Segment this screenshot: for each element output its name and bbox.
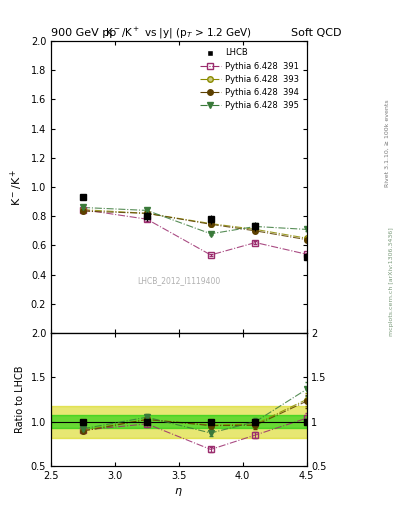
Y-axis label: Ratio to LHCB: Ratio to LHCB xyxy=(15,366,25,433)
Title: K$^-$/K$^+$ vs |y| (p$_T$ > 1.2 GeV): K$^-$/K$^+$ vs |y| (p$_T$ > 1.2 GeV) xyxy=(105,26,252,41)
Legend: LHCB, Pythia 6.428  391, Pythia 6.428  393, Pythia 6.428  394, Pythia 6.428  395: LHCB, Pythia 6.428 391, Pythia 6.428 393… xyxy=(197,45,302,114)
Y-axis label: K$^-$/K$^+$: K$^-$/K$^+$ xyxy=(9,168,25,206)
Text: Soft QCD: Soft QCD xyxy=(292,28,342,38)
Text: Rivet 3.1.10, ≥ 100k events: Rivet 3.1.10, ≥ 100k events xyxy=(385,99,389,187)
X-axis label: $\eta$: $\eta$ xyxy=(174,486,183,498)
Bar xyxy=(51,406,307,438)
Text: 900 GeV pp: 900 GeV pp xyxy=(51,28,116,38)
Bar xyxy=(51,415,307,429)
Text: LHCB_2012_I1119400: LHCB_2012_I1119400 xyxy=(137,276,220,285)
Text: mcplots.cern.ch [arXiv:1306.3436]: mcplots.cern.ch [arXiv:1306.3436] xyxy=(389,227,393,336)
